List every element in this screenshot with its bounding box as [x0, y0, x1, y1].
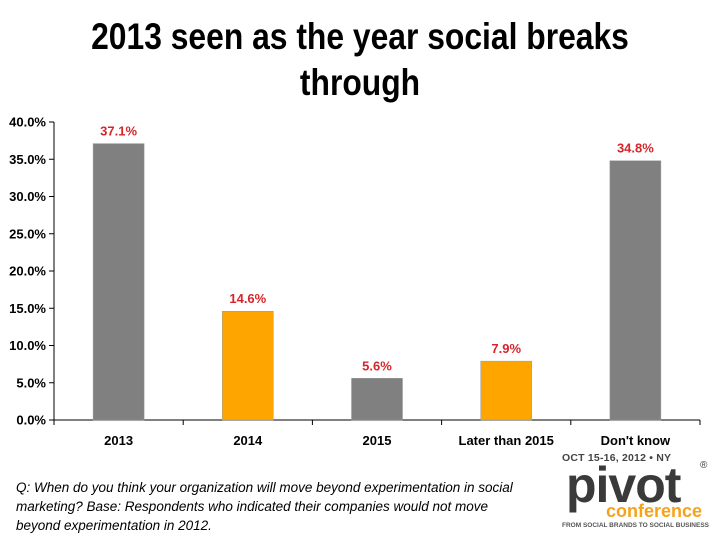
logo-registered-mark: ®: [700, 460, 708, 471]
logo-dates: OCT 15-16, 2012 • NY: [562, 452, 672, 464]
bar: [92, 143, 145, 421]
bar: [609, 160, 662, 421]
y-tick-label: 30.0%: [9, 189, 46, 204]
y-tick-label: 0.0%: [16, 413, 46, 428]
data-label: 7.9%: [491, 341, 521, 356]
data-label: 34.8%: [617, 141, 654, 156]
x-tick-label: Later than 2015: [459, 433, 554, 448]
bar: [480, 360, 532, 421]
y-tick-label: 15.0%: [9, 301, 46, 316]
data-label: 14.6%: [229, 291, 266, 306]
y-tick-label: 40.0%: [9, 115, 46, 130]
y-tick-label: 35.0%: [9, 152, 46, 167]
x-tick-label: 2015: [363, 433, 392, 448]
logo-tagline: FROM SOCIAL BRANDS TO SOCIAL BUSINESS: [562, 522, 709, 529]
bar: [351, 378, 403, 421]
x-tick-label: Don't know: [601, 433, 671, 448]
y-tick-label: 10.0%: [9, 338, 46, 353]
logo-subtitle: conference: [606, 501, 703, 521]
y-tick-label: 25.0%: [9, 226, 46, 241]
logo-wordmark: pivot: [566, 457, 681, 513]
pivot-conference-logo: OCT 15-16, 2012 • NY pivot ® conference …: [562, 452, 710, 536]
y-tick-label: 5.0%: [16, 375, 46, 390]
bar-chart: 0.0% 5.0% 10.0% 15.0% 20.0% 25.0% 30.0% 35.0% 40…: [9, 115, 701, 448]
x-tick-label: 2013: [104, 433, 133, 448]
bar: [222, 310, 274, 421]
survey-note: Q: When do you think your organization w…: [16, 480, 513, 533]
data-label: 5.6%: [362, 358, 392, 373]
data-label: 37.1%: [100, 124, 137, 139]
chart-title: 2013 seen as the year social breaks thro…: [91, 16, 629, 103]
y-tick-label: 20.0%: [9, 264, 46, 279]
x-tick-label: 2014: [233, 433, 263, 448]
